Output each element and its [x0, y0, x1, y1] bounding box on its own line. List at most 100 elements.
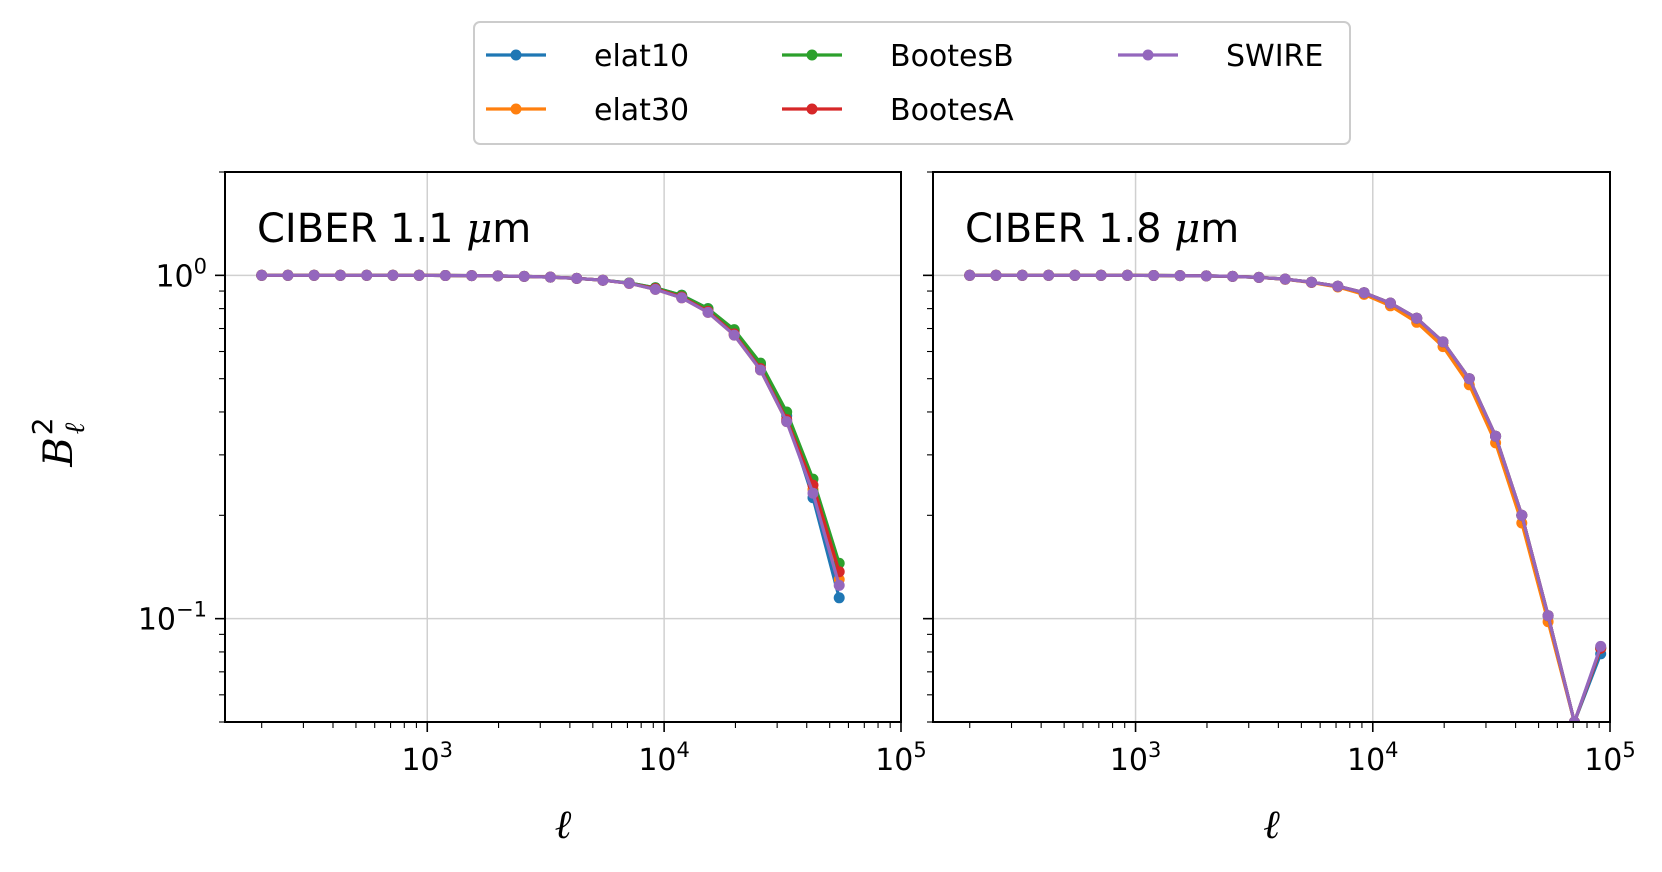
data-point-SWIRE — [1253, 271, 1265, 283]
data-point-SWIRE — [1069, 269, 1081, 281]
legend: elat10 elat30 BootesB BootesA SWIRE — [473, 21, 1351, 145]
legend-item-BootesA: BootesA — [782, 93, 1014, 128]
data-point-SWIRE — [1411, 312, 1423, 324]
series-line-elat30 — [969, 273, 1603, 722]
data-point-SWIRE — [1148, 270, 1160, 281]
data-point-SWIRE — [1016, 269, 1028, 281]
data-point-SWIRE — [1306, 276, 1317, 288]
legend-label-SWIRE: SWIRE — [1226, 39, 1323, 74]
data-point-SWIRE — [702, 306, 714, 318]
plot-frame — [224, 171, 902, 723]
legend-label-BootesA: BootesA — [890, 93, 1014, 128]
y-tick-label: 10−1 — [138, 598, 207, 638]
legend-marker-BootesB — [806, 49, 818, 61]
series-line-BootesB — [261, 273, 841, 564]
series-line-SWIRE — [969, 273, 1603, 722]
data-point-SWIRE — [1595, 640, 1607, 652]
data-point-SWIRE — [807, 487, 819, 499]
data-point-SWIRE — [623, 277, 635, 289]
legend-item-SWIRE: SWIRE — [1118, 39, 1323, 74]
data-point-SWIRE — [833, 579, 845, 591]
legend-label-BootesB: BootesB — [890, 39, 1014, 74]
data-point-SWIRE — [597, 274, 609, 286]
data-point-SWIRE — [1279, 273, 1291, 285]
data-point-SWIRE — [1174, 270, 1186, 282]
x-tick-label: 105 — [1584, 738, 1636, 778]
legend-item-BootesB: BootesB — [782, 39, 1014, 74]
data-point-SWIRE — [387, 269, 399, 281]
data-point-SWIRE — [439, 270, 451, 281]
series-line-elat10 — [969, 273, 1603, 722]
legend-marker-BootesA — [806, 103, 818, 115]
data-point-SWIRE — [1358, 287, 1370, 299]
series-line-BootesA — [261, 273, 841, 573]
data-point-SWIRE — [1463, 373, 1475, 385]
data-point-SWIRE — [1332, 280, 1344, 292]
data-point-SWIRE — [1542, 610, 1554, 622]
data-point-SWIRE — [1121, 269, 1133, 281]
legend-item-elat30: elat30 — [486, 93, 689, 128]
panel-left: 103 104 105 100 10−1 CIBER 1.1 μm ℓ — [138, 171, 927, 848]
data-point-SWIRE — [1200, 270, 1212, 282]
series-line-elat30 — [261, 273, 841, 580]
data-point-SWIRE — [990, 269, 1002, 281]
data-point-SWIRE — [518, 270, 530, 282]
legend-item-elat10: elat10 — [486, 39, 689, 74]
data-point-SWIRE — [1043, 269, 1055, 281]
x-tick-label: 103 — [1110, 738, 1162, 778]
ticks — [923, 171, 1611, 732]
data-point-SWIRE — [755, 364, 766, 376]
data-point-SWIRE — [334, 269, 346, 281]
series-group — [256, 269, 845, 604]
legend-marker-SWIRE — [1142, 49, 1154, 61]
plot-frame — [932, 171, 1611, 723]
data-point-SWIRE — [413, 269, 425, 281]
series-line-BootesA — [969, 273, 1603, 722]
data-point-SWIRE — [1437, 336, 1449, 348]
data-point-SWIRE — [676, 292, 688, 304]
data-point-SWIRE — [649, 283, 661, 295]
data-point-SWIRE — [964, 269, 976, 281]
panel-right: 103 104 105 CIBER 1.8 μm ℓ — [923, 171, 1636, 848]
data-point-SWIRE — [466, 270, 478, 282]
data-point-SWIRE — [1227, 270, 1239, 282]
ticks — [215, 171, 902, 732]
data-point-SWIRE — [1384, 297, 1396, 309]
x-axis-label: ℓ — [1263, 802, 1280, 848]
axis-labels: B2ℓ — [26, 417, 91, 467]
data-point-SWIRE — [544, 271, 556, 283]
data-point-elat10 — [833, 592, 845, 604]
data-point-SWIRE — [728, 329, 740, 341]
series-line-BootesB — [969, 273, 1603, 722]
data-point-SWIRE — [282, 269, 294, 281]
data-point-SWIRE — [1568, 716, 1580, 722]
data-point-SWIRE — [781, 416, 793, 428]
data-point-SWIRE — [256, 269, 268, 281]
data-point-SWIRE — [361, 269, 373, 281]
x-axis-label: ℓ — [555, 802, 572, 848]
data-point-SWIRE — [571, 272, 583, 284]
legend-marker-elat30 — [510, 103, 522, 115]
data-point-SWIRE — [492, 270, 504, 282]
x-tick-label: 105 — [875, 738, 927, 778]
y-axis-label: B2ℓ — [26, 417, 91, 467]
data-point-SWIRE — [1516, 509, 1528, 521]
series-group — [964, 269, 1607, 722]
legend-marker-elat10 — [510, 49, 522, 61]
y-tick-label: 100 — [155, 254, 207, 294]
x-tick-label: 104 — [1347, 738, 1399, 778]
panel-title: CIBER 1.1 μm — [257, 206, 531, 252]
data-point-SWIRE — [1490, 430, 1502, 442]
legend-box — [473, 21, 1351, 145]
x-tick-label: 104 — [638, 738, 690, 778]
series-line-elat10 — [261, 273, 841, 599]
data-point-SWIRE — [1095, 269, 1107, 281]
data-point-SWIRE — [308, 269, 320, 281]
series-line-SWIRE — [261, 273, 841, 586]
panel-title: CIBER 1.8 μm — [965, 206, 1239, 252]
legend-label-elat10: elat10 — [594, 39, 689, 74]
grid-lines — [933, 172, 1610, 722]
legend-label-elat30: elat30 — [594, 93, 689, 128]
x-tick-label: 103 — [401, 738, 453, 778]
